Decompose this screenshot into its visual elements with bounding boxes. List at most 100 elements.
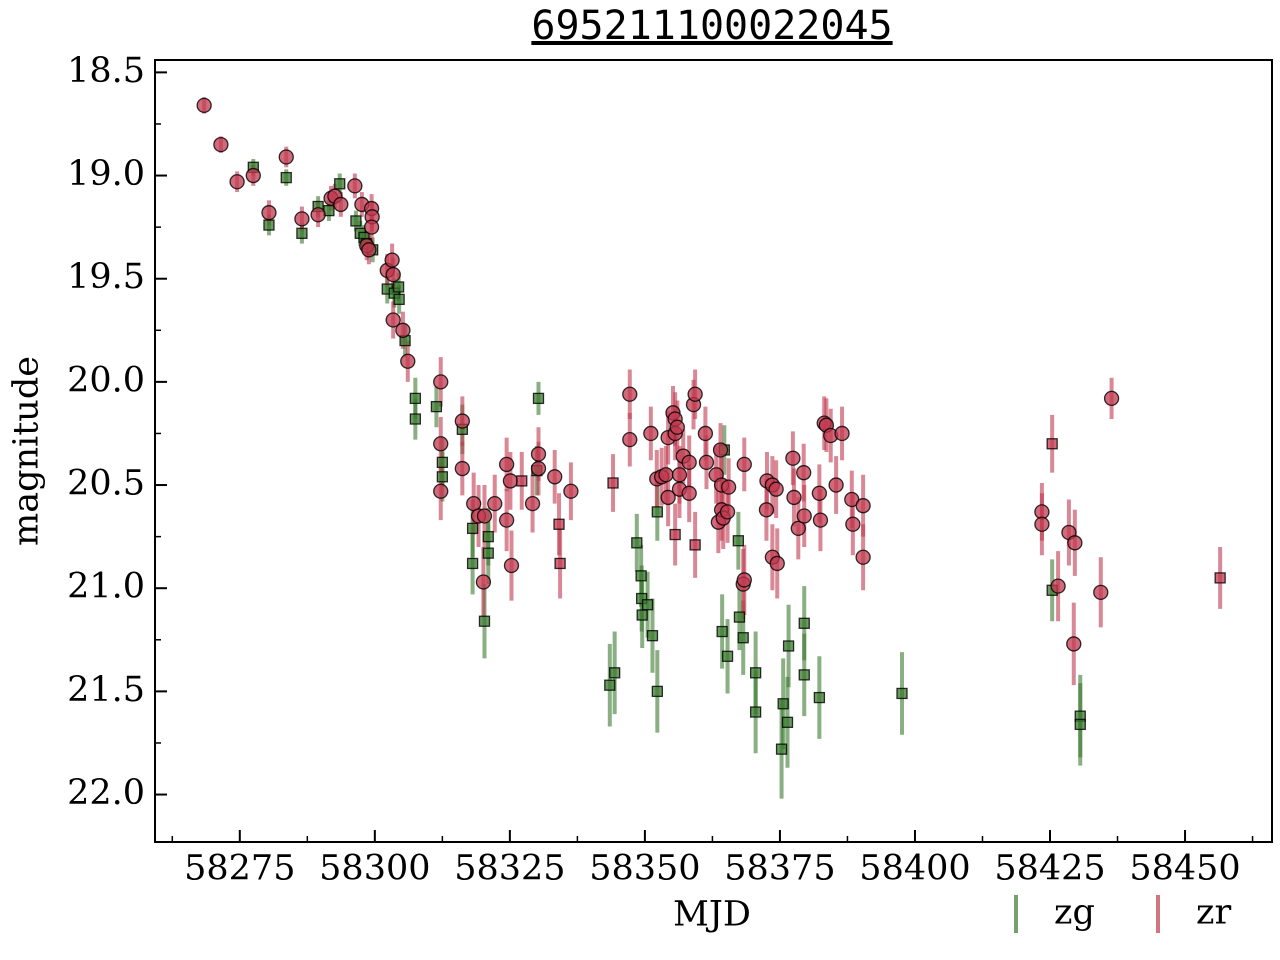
marker: [498, 512, 515, 528]
marker: [769, 555, 785, 572]
legend-label: zg: [1054, 893, 1095, 933]
marker: [347, 178, 363, 194]
marker: [393, 293, 405, 305]
marker: [553, 518, 565, 530]
marker: [775, 743, 788, 755]
marker: [554, 557, 566, 570]
x-tick-label: 58300: [319, 849, 430, 889]
marker: [658, 467, 674, 483]
y-tick-label: 21.0: [67, 567, 145, 607]
marker: [609, 667, 621, 679]
marker: [736, 572, 752, 588]
x-tick-label: 58325: [454, 849, 565, 889]
legend-label: zr: [1196, 893, 1231, 933]
marker: [433, 374, 449, 390]
marker: [263, 219, 275, 231]
marker: [651, 506, 663, 518]
marker: [245, 167, 261, 184]
marker: [433, 483, 449, 499]
marker: [812, 512, 829, 528]
marker: [310, 207, 326, 223]
marker: [466, 557, 479, 570]
marker: [213, 136, 229, 153]
marker: [855, 498, 871, 514]
marker: [385, 266, 401, 283]
marker: [261, 205, 277, 221]
marker: [516, 475, 528, 487]
marker: [660, 489, 676, 506]
marker: [547, 469, 563, 485]
marker: [1103, 390, 1120, 407]
marker: [785, 450, 801, 466]
marker: [433, 436, 449, 452]
marker: [796, 508, 812, 524]
y-tick-label: 22.0: [67, 773, 145, 813]
marker: [622, 432, 638, 448]
marker: [768, 481, 784, 497]
marker: [385, 312, 401, 328]
y-axis-label: magnitude: [7, 356, 47, 546]
marker: [604, 679, 616, 691]
marker: [436, 471, 449, 483]
marker: [786, 489, 802, 506]
marker: [777, 698, 789, 710]
marker: [409, 392, 421, 405]
marker: [855, 549, 871, 565]
marker: [400, 353, 416, 369]
y-tick-label: 20.0: [67, 360, 145, 400]
marker: [758, 502, 775, 518]
marker: [796, 465, 812, 481]
marker: [681, 454, 697, 470]
marker: [1214, 572, 1226, 584]
marker: [294, 211, 310, 227]
marker: [736, 456, 752, 473]
y-tick-label: 20.5: [67, 464, 145, 504]
marker: [669, 419, 685, 435]
marker: [733, 611, 746, 623]
marker: [631, 537, 643, 549]
marker: [687, 386, 703, 402]
marker: [798, 669, 810, 681]
marker: [466, 522, 479, 535]
marker: [436, 456, 449, 468]
marker: [498, 456, 515, 473]
marker: [350, 215, 362, 227]
marker: [430, 400, 443, 413]
marker: [681, 485, 697, 501]
marker: [530, 460, 547, 477]
marker: [333, 196, 349, 213]
marker: [712, 442, 729, 458]
marker: [482, 547, 494, 559]
x-tick-label: 58275: [184, 849, 295, 889]
marker: [749, 706, 762, 718]
marker: [896, 687, 908, 700]
marker: [697, 425, 714, 442]
marker: [280, 171, 292, 184]
x-axis-label: MJD: [673, 895, 751, 935]
marker: [716, 625, 728, 638]
marker: [720, 479, 737, 495]
marker: [798, 617, 810, 629]
marker: [1046, 438, 1058, 450]
marker: [643, 425, 659, 442]
marker: [732, 535, 744, 547]
marker: [641, 599, 654, 611]
x-tick-label: 58450: [1129, 849, 1240, 889]
marker: [478, 615, 491, 627]
marker: [384, 252, 400, 268]
marker: [1050, 578, 1066, 594]
marker: [278, 149, 294, 165]
marker: [530, 446, 547, 462]
marker: [737, 632, 749, 644]
chart-title: 695211100022045: [531, 3, 892, 49]
marker: [721, 650, 734, 662]
marker: [409, 413, 421, 425]
marker: [476, 508, 493, 524]
x-tick-label: 58375: [724, 849, 835, 889]
marker: [503, 557, 520, 574]
marker: [363, 219, 380, 235]
y-tick-label: 19.5: [67, 257, 145, 297]
marker: [698, 454, 715, 470]
marker: [563, 483, 579, 499]
